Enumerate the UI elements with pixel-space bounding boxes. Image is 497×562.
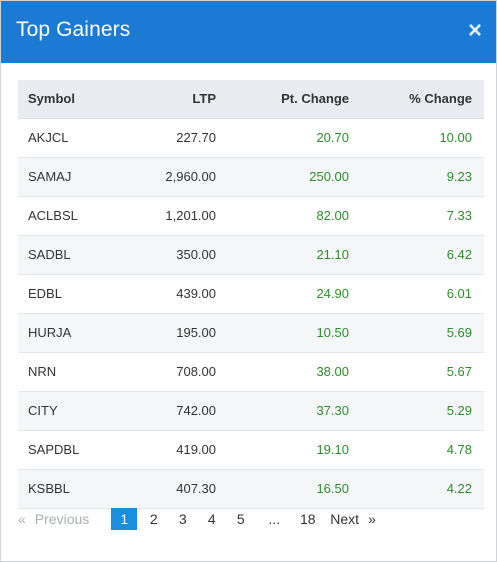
column-header-ltp[interactable]: LTP: [118, 80, 228, 119]
cell-ltp: 227.70: [118, 118, 228, 158]
cell-pct-change: 5.29: [361, 391, 484, 431]
cell-symbol[interactable]: AKJCL: [18, 118, 118, 158]
cell-symbol[interactable]: HURJA: [18, 313, 118, 353]
page-button-last[interactable]: 18: [299, 511, 316, 527]
cell-pct-change: 4.22: [361, 469, 484, 509]
pagination-ellipsis: ...: [268, 511, 281, 527]
table-body: AKJCL 227.70 20.70 10.00 SAMAJ 2,960.00 250.00…: [18, 118, 484, 509]
cell-ltp: 742.00: [118, 391, 228, 431]
close-icon[interactable]: ×: [467, 17, 482, 44]
cell-pct-change: 5.69: [361, 313, 484, 353]
table-row[interactable]: SAMAJ 2,960.00 250.00 9.23: [18, 157, 484, 197]
cell-pct-change: 6.01: [361, 274, 484, 314]
cell-symbol[interactable]: CITY: [18, 391, 118, 431]
cell-symbol[interactable]: SAMAJ: [18, 157, 118, 197]
table-row[interactable]: CITY 742.00 37.30 5.29: [18, 391, 484, 431]
previous-arrow-icon: «: [18, 511, 26, 527]
page-button-5[interactable]: 5: [236, 511, 245, 527]
gainers-table: Symbol LTP Pt. Change % Change AKJCL 227.…: [18, 80, 484, 509]
cell-ltp: 708.00: [118, 352, 228, 392]
pagination: « Previous 1 2 3 4 5 ... 18 Next »: [18, 507, 376, 531]
table-row[interactable]: AKJCL 227.70 20.70 10.00: [18, 118, 484, 158]
cell-ltp: 419.00: [118, 430, 228, 470]
column-header-symbol[interactable]: Symbol: [18, 80, 118, 119]
cell-pt-change: 19.10: [228, 430, 361, 470]
cell-pt-change: 16.50: [228, 469, 361, 509]
cell-pct-change: 9.23: [361, 157, 484, 197]
next-button[interactable]: Next: [330, 511, 360, 527]
page-button-1[interactable]: 1: [111, 508, 138, 530]
page-button-3[interactable]: 3: [178, 511, 187, 527]
cell-symbol[interactable]: SADBL: [18, 235, 118, 275]
cell-pt-change: 24.90: [228, 274, 361, 314]
cell-pt-change: 20.70: [228, 118, 361, 158]
table-row[interactable]: ACLBSL 1,201.00 82.00 7.33: [18, 196, 484, 236]
cell-pt-change: 38.00: [228, 352, 361, 392]
cell-symbol[interactable]: SAPDBL: [18, 430, 118, 470]
cell-ltp: 195.00: [118, 313, 228, 353]
cell-symbol[interactable]: EDBL: [18, 274, 118, 314]
cell-pct-change: 4.78: [361, 430, 484, 470]
cell-symbol[interactable]: NRN: [18, 352, 118, 392]
cell-pct-change: 7.33: [361, 196, 484, 236]
modal-header: Top Gainers ×: [1, 1, 496, 63]
modal-title: Top Gainers: [16, 18, 131, 41]
previous-button[interactable]: Previous: [34, 511, 90, 527]
gainers-table-container: Symbol LTP Pt. Change % Change AKJCL 227.…: [18, 80, 484, 509]
cell-pt-change: 21.10: [228, 235, 361, 275]
cell-ltp: 350.00: [118, 235, 228, 275]
table-row[interactable]: SAPDBL 419.00 19.10 4.78: [18, 430, 484, 470]
cell-pt-change: 37.30: [228, 391, 361, 431]
cell-pt-change: 250.00: [228, 157, 361, 197]
table-row[interactable]: NRN 708.00 38.00 5.67: [18, 352, 484, 392]
cell-ltp: 407.30: [118, 469, 228, 509]
cell-pct-change: 5.67: [361, 352, 484, 392]
column-header-pct-change[interactable]: % Change: [361, 80, 484, 119]
cell-pt-change: 82.00: [228, 196, 361, 236]
cell-symbol[interactable]: KSBBL: [18, 469, 118, 509]
table-row[interactable]: SADBL 350.00 21.10 6.42: [18, 235, 484, 275]
cell-ltp: 439.00: [118, 274, 228, 314]
cell-symbol[interactable]: ACLBSL: [18, 196, 118, 236]
cell-ltp: 2,960.00: [118, 157, 228, 197]
page-button-2[interactable]: 2: [149, 511, 158, 527]
table-row[interactable]: KSBBL 407.30 16.50 4.22: [18, 469, 484, 509]
cell-pt-change: 10.50: [228, 313, 361, 353]
page-button-4[interactable]: 4: [207, 511, 216, 527]
next-arrow-icon[interactable]: »: [368, 511, 376, 527]
table-row[interactable]: EDBL 439.00 24.90 6.01: [18, 274, 484, 314]
table-header: Symbol LTP Pt. Change % Change: [18, 80, 484, 119]
cell-ltp: 1,201.00: [118, 196, 228, 236]
table-row[interactable]: HURJA 195.00 10.50 5.69: [18, 313, 484, 353]
cell-pct-change: 10.00: [361, 118, 484, 158]
column-header-pt-change[interactable]: Pt. Change: [228, 80, 361, 119]
cell-pct-change: 6.42: [361, 235, 484, 275]
